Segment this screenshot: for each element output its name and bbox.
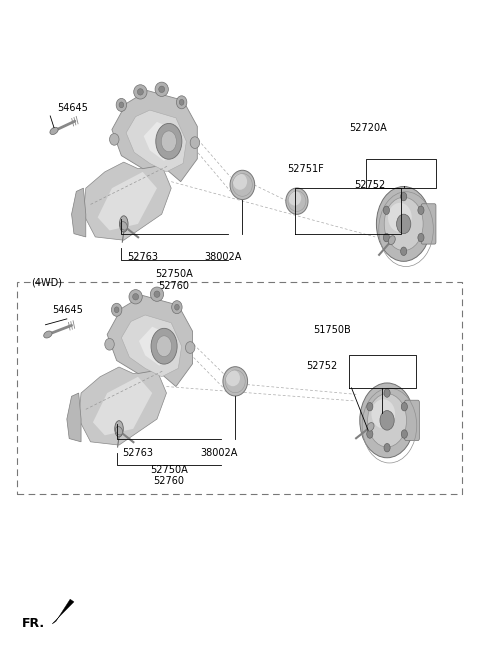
Polygon shape: [107, 295, 192, 386]
Text: (4WD): (4WD): [31, 277, 62, 288]
Ellipse shape: [156, 336, 172, 357]
Polygon shape: [139, 327, 174, 366]
FancyBboxPatch shape: [405, 400, 420, 441]
Ellipse shape: [286, 188, 308, 215]
Polygon shape: [79, 367, 167, 445]
Ellipse shape: [367, 403, 373, 411]
Polygon shape: [93, 377, 152, 436]
Ellipse shape: [396, 214, 411, 234]
Ellipse shape: [115, 420, 123, 437]
Ellipse shape: [114, 307, 119, 313]
Ellipse shape: [111, 303, 122, 316]
Ellipse shape: [401, 403, 408, 411]
Ellipse shape: [137, 89, 144, 95]
Ellipse shape: [223, 367, 248, 396]
Ellipse shape: [120, 222, 127, 230]
Polygon shape: [112, 91, 197, 182]
Polygon shape: [97, 172, 157, 230]
Polygon shape: [52, 599, 74, 624]
Text: 54645: 54645: [57, 104, 88, 113]
Ellipse shape: [109, 134, 119, 145]
Ellipse shape: [120, 216, 128, 232]
Ellipse shape: [376, 186, 431, 261]
Ellipse shape: [119, 102, 124, 108]
Ellipse shape: [388, 236, 395, 245]
Ellipse shape: [401, 192, 407, 201]
Polygon shape: [126, 110, 186, 172]
Ellipse shape: [226, 370, 240, 386]
Ellipse shape: [401, 430, 408, 438]
Text: 52763: 52763: [122, 447, 154, 458]
Ellipse shape: [180, 99, 184, 105]
Polygon shape: [84, 162, 171, 240]
Ellipse shape: [159, 86, 165, 92]
Ellipse shape: [230, 171, 255, 199]
Ellipse shape: [384, 443, 390, 452]
Ellipse shape: [384, 234, 389, 242]
Text: 52752: 52752: [354, 180, 385, 190]
Ellipse shape: [372, 400, 395, 428]
Text: 52760: 52760: [153, 476, 184, 486]
Ellipse shape: [401, 247, 407, 255]
Polygon shape: [72, 188, 86, 237]
Polygon shape: [144, 122, 179, 161]
Ellipse shape: [156, 123, 182, 159]
Ellipse shape: [380, 411, 394, 430]
Text: 52751F: 52751F: [288, 163, 324, 174]
Ellipse shape: [151, 328, 177, 364]
Polygon shape: [67, 393, 81, 442]
Ellipse shape: [155, 82, 168, 96]
Ellipse shape: [154, 291, 160, 297]
Ellipse shape: [134, 85, 147, 99]
Text: FR.: FR.: [22, 617, 45, 630]
Ellipse shape: [129, 289, 142, 304]
Ellipse shape: [105, 338, 114, 350]
Ellipse shape: [132, 293, 139, 300]
Text: 52720A: 52720A: [349, 123, 387, 133]
Text: 52750A: 52750A: [155, 270, 192, 279]
Ellipse shape: [115, 426, 122, 435]
Ellipse shape: [44, 331, 52, 338]
Ellipse shape: [360, 383, 414, 458]
Ellipse shape: [384, 197, 423, 251]
Ellipse shape: [175, 304, 179, 310]
Polygon shape: [121, 315, 181, 377]
Ellipse shape: [116, 98, 127, 112]
Ellipse shape: [384, 206, 389, 215]
Ellipse shape: [185, 342, 195, 354]
Ellipse shape: [388, 203, 412, 232]
Text: 52750A: 52750A: [150, 464, 188, 474]
Ellipse shape: [288, 191, 301, 205]
Ellipse shape: [172, 300, 182, 314]
Ellipse shape: [190, 136, 200, 148]
Text: 52763: 52763: [127, 252, 158, 262]
Ellipse shape: [233, 174, 247, 190]
Text: 54645: 54645: [53, 305, 84, 315]
Text: 52760: 52760: [158, 281, 189, 291]
Ellipse shape: [150, 287, 164, 301]
Ellipse shape: [418, 206, 424, 215]
Text: 38002A: 38002A: [204, 252, 242, 262]
Text: 51750B: 51750B: [313, 325, 351, 335]
Ellipse shape: [367, 430, 373, 438]
Ellipse shape: [50, 127, 58, 134]
Text: 38002A: 38002A: [200, 447, 237, 458]
Bar: [17, 283, 462, 494]
Ellipse shape: [384, 389, 390, 398]
Ellipse shape: [368, 394, 407, 447]
Ellipse shape: [161, 131, 177, 152]
Ellipse shape: [418, 234, 424, 242]
Ellipse shape: [367, 422, 374, 431]
Ellipse shape: [177, 96, 187, 109]
Text: 52752: 52752: [306, 361, 337, 371]
FancyBboxPatch shape: [421, 204, 436, 244]
